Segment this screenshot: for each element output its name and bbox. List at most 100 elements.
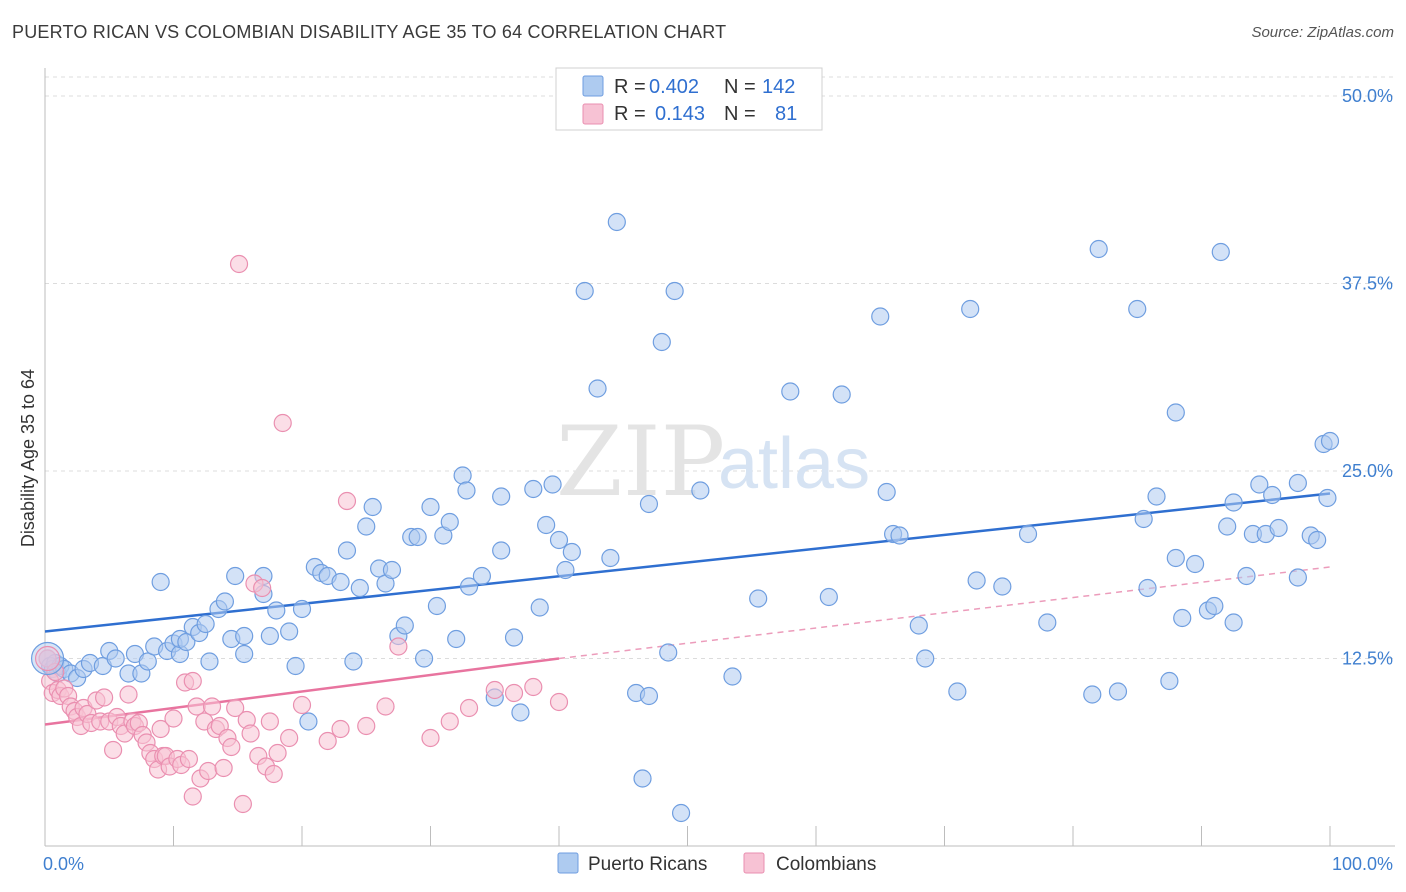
- point-puerto-ricans: [890, 526, 909, 545]
- point-puerto-ricans: [1089, 239, 1108, 259]
- trend-line-puerto-ricans: [44, 492, 1331, 633]
- point-puerto-ricans: [1166, 403, 1185, 422]
- point-puerto-ricans: [492, 487, 511, 506]
- point-colombians: [331, 719, 350, 739]
- point-puerto-ricans: [427, 596, 447, 616]
- point-puerto-ricans: [260, 626, 279, 646]
- point-colombians: [504, 683, 524, 703]
- point-puerto-ricans: [916, 649, 935, 668]
- point-colombians: [104, 740, 123, 760]
- point-puerto-ricans: [511, 703, 530, 722]
- point-colombians: [260, 712, 279, 731]
- series-legend: Puerto Ricans Colombians: [557, 852, 876, 875]
- legend-r-label-1: R =: [614, 76, 646, 98]
- point-puerto-ricans: [331, 572, 350, 592]
- point-colombians: [524, 677, 543, 697]
- point-puerto-ricans: [1250, 475, 1269, 494]
- point-puerto-ricans: [1160, 671, 1179, 691]
- x-tick-labels: 0.0% 100.0%: [43, 854, 1393, 874]
- point-puerto-ricans: [1147, 487, 1166, 506]
- point-puerto-ricans: [280, 622, 299, 641]
- y-tick-label: 12.5%: [1342, 649, 1393, 669]
- point-puerto-ricans: [549, 530, 569, 550]
- point-puerto-ricans: [961, 299, 980, 319]
- point-puerto-ricans: [562, 542, 581, 562]
- point-puerto-ricans: [1205, 596, 1224, 616]
- point-colombians: [179, 749, 199, 769]
- correlation-legend: R = 0.402 N = 142 R = 0.143 N = 81: [555, 67, 823, 131]
- point-puerto-ricans: [1018, 524, 1038, 544]
- point-puerto-ricans: [1138, 578, 1157, 598]
- point-colombians: [357, 716, 376, 736]
- point-colombians: [549, 692, 569, 712]
- data-points: [30, 212, 1340, 823]
- point-puerto-ricans: [1318, 488, 1337, 508]
- legend-swatch-colombians: [582, 103, 604, 125]
- y-axis-label: Disability Age 35 to 64: [18, 369, 38, 547]
- point-colombians: [226, 698, 245, 718]
- point-puerto-ricans: [440, 512, 459, 532]
- point-puerto-ricans: [200, 652, 219, 671]
- point-colombians: [264, 764, 283, 784]
- watermark-zip: ZIP: [556, 406, 725, 518]
- legend-n-label-2: N =: [724, 103, 756, 125]
- point-colombians: [187, 697, 206, 716]
- point-puerto-ricans: [1038, 613, 1057, 632]
- trend-line-colombians-extension: [558, 566, 1331, 660]
- point-puerto-ricans: [504, 628, 524, 647]
- point-puerto-ricans-cluster: [30, 641, 65, 676]
- watermark: ZIP atlas: [556, 406, 870, 518]
- point-puerto-ricans: [601, 548, 620, 568]
- point-puerto-ricans: [414, 649, 434, 668]
- point-colombians: [199, 761, 218, 781]
- x-tick-label: 100.0%: [1332, 854, 1393, 874]
- point-puerto-ricans: [723, 667, 742, 686]
- point-puerto-ricans: [337, 541, 357, 560]
- point-puerto-ricans: [967, 571, 986, 590]
- chart-title: PUERTO RICAN VS COLOMBIAN DISABILITY AGE…: [12, 22, 727, 42]
- point-puerto-ricans: [556, 560, 575, 580]
- legend-swatch-puerto-ricans: [582, 75, 604, 97]
- point-puerto-ricans: [382, 560, 402, 580]
- point-puerto-ricans: [1185, 554, 1205, 574]
- point-puerto-ricans: [421, 497, 440, 517]
- point-puerto-ricans: [1211, 242, 1230, 262]
- point-puerto-ricans: [781, 382, 800, 401]
- point-puerto-ricans: [106, 649, 125, 668]
- point-puerto-ricans: [292, 599, 312, 619]
- legend-r-label-2: R =: [614, 103, 646, 125]
- y-tick-label: 37.5%: [1342, 274, 1393, 294]
- point-puerto-ricans: [226, 566, 245, 586]
- point-colombians: [337, 491, 357, 511]
- point-puerto-ricans: [1224, 493, 1243, 512]
- point-puerto-ricans: [1224, 613, 1243, 632]
- point-puerto-ricans: [639, 494, 659, 514]
- point-puerto-ricans: [350, 578, 369, 598]
- point-puerto-ricans: [1083, 685, 1102, 704]
- point-puerto-ricans: [472, 566, 491, 586]
- point-colombians: [229, 254, 249, 274]
- point-puerto-ricans: [457, 481, 476, 500]
- point-puerto-ricans: [652, 332, 671, 352]
- point-colombians: [389, 637, 408, 656]
- point-puerto-ricans: [453, 466, 472, 485]
- point-puerto-ricans: [138, 652, 157, 671]
- point-puerto-ricans: [948, 682, 967, 701]
- series-legend-label-puerto-ricans: Puerto Ricans: [588, 854, 707, 875]
- series-legend-label-colombians: Colombians: [776, 854, 876, 875]
- point-colombians: [459, 698, 479, 718]
- point-colombians: [253, 578, 272, 598]
- point-puerto-ricans: [363, 497, 382, 517]
- point-colombians: [183, 671, 202, 691]
- point-colombians: [280, 728, 299, 748]
- point-puerto-ricans: [344, 652, 363, 671]
- point-puerto-ricans: [1173, 608, 1192, 628]
- point-colombians: [233, 794, 252, 814]
- point-puerto-ricans: [524, 479, 543, 499]
- point-puerto-ricans: [588, 379, 607, 398]
- point-puerto-ricans: [871, 307, 890, 326]
- point-colombians: [119, 685, 138, 704]
- point-colombians: [202, 697, 222, 716]
- point-puerto-ricans: [1128, 299, 1147, 319]
- point-puerto-ricans: [357, 517, 376, 536]
